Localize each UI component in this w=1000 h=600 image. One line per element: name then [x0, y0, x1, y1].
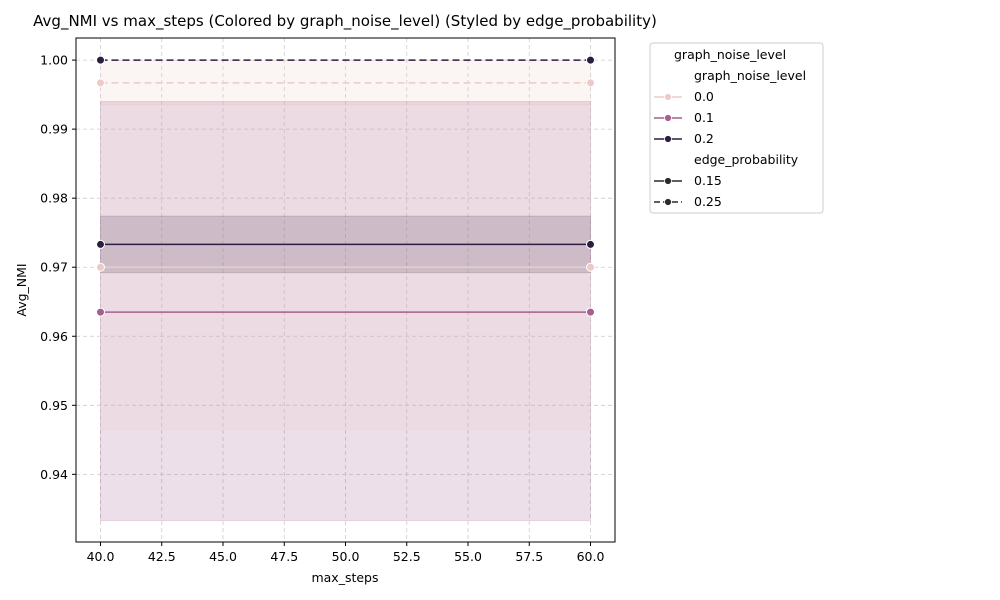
data-point-0.2-0.15 [96, 239, 105, 249]
x-tick-label: 42.5 [148, 549, 176, 564]
legend-box [649, 42, 824, 214]
legend-style-header: edge_probability [694, 152, 799, 167]
legend-hue-swatch-marker [664, 114, 672, 122]
series-lines [100, 59, 591, 313]
x-tick-label: 60.0 [577, 549, 605, 564]
y-axis-ticks: 0.94 0.95 0.96 0.97 0.98 0.99 1.00 [40, 53, 76, 482]
data-point-0.0-0.15 [96, 262, 105, 272]
x-tick-label: 40.0 [87, 549, 115, 564]
chart-title: Avg_NMI vs max_steps (Colored by graph_n… [33, 12, 657, 31]
y-axis-label: Avg_NMI [14, 263, 29, 316]
y-tick-label: 1.00 [40, 53, 68, 68]
x-axis-label: max_steps [311, 570, 378, 585]
x-axis-ticks: 40.0 42.5 45.0 47.5 50.0 52.5 55.0 57.5 60.0 [87, 542, 605, 564]
legend-style-swatch-marker [664, 198, 672, 206]
confidence-bands [100, 59, 591, 522]
data-point-0.0-0.25 [586, 78, 595, 88]
legend-hue-label: 0.0 [694, 89, 714, 104]
legend-hue-header: graph_noise_level [694, 68, 806, 83]
y-tick-label: 0.99 [40, 122, 68, 137]
data-point-0.1-0.15 [96, 307, 105, 317]
y-tick-label: 0.98 [40, 191, 68, 206]
data-point-0.2-0.15 [586, 239, 595, 249]
y-tick-label: 0.95 [40, 398, 68, 413]
ci-band-0.0-0.15 [100, 101, 591, 430]
legend-style-label: 0.25 [694, 194, 722, 209]
x-tick-label: 52.5 [393, 549, 421, 564]
x-tick-label: 55.0 [454, 549, 482, 564]
data-point-0.0-0.15 [586, 262, 595, 272]
data-point-0.1-0.15 [586, 307, 595, 317]
legend-hue-label: 0.2 [694, 131, 714, 146]
legend: graph_noise_level graph_noise_level 0.0 0.1… [649, 42, 824, 214]
data-point-0.2-0.25 [586, 55, 595, 65]
legend-title: graph_noise_level [674, 47, 786, 62]
legend-style-swatch-marker [664, 177, 672, 185]
x-tick-label: 50.0 [332, 549, 360, 564]
x-tick-label: 57.5 [515, 549, 543, 564]
y-tick-label: 0.94 [40, 467, 68, 482]
x-tick-label: 47.5 [270, 549, 298, 564]
y-tick-label: 0.97 [40, 260, 68, 275]
legend-style-label: 0.15 [694, 173, 722, 188]
data-point-0.0-0.25 [96, 78, 105, 88]
series-points [96, 55, 595, 317]
y-tick-label: 0.96 [40, 329, 68, 344]
data-point-0.2-0.25 [96, 55, 105, 65]
x-tick-label: 45.0 [209, 549, 237, 564]
legend-hue-swatch-marker [664, 93, 672, 101]
legend-hue-swatch-marker [664, 135, 672, 143]
legend-hue-label: 0.1 [694, 110, 714, 125]
